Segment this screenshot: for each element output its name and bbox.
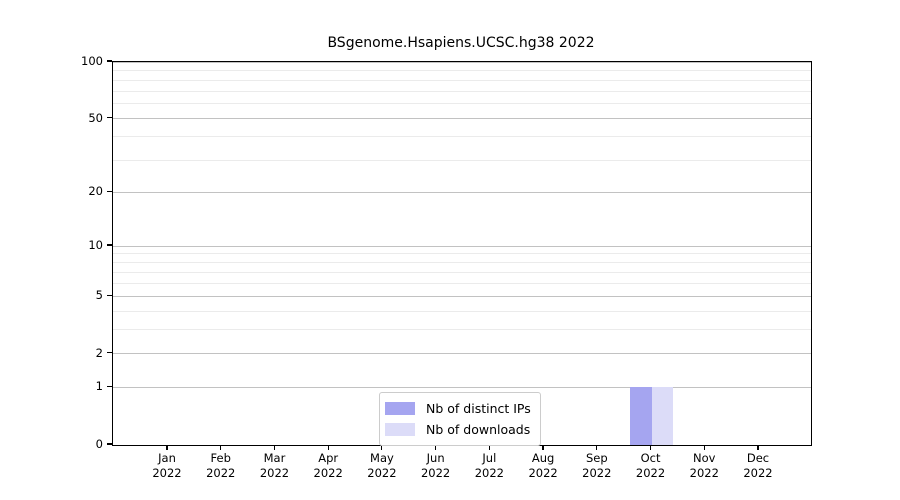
x-tick-month: Sep: [585, 451, 608, 465]
gridline-minor-3: [113, 329, 811, 331]
y-axis: 0 1 2 5 10 20 50 100: [0, 54, 103, 451]
x-tick-month: Feb: [210, 451, 231, 465]
x-tick-month: Jan: [158, 451, 176, 465]
gridline-major-1: [113, 386, 811, 388]
gridline-minor-80: [113, 79, 811, 81]
x-tick-year: 2022: [689, 465, 719, 480]
y-tickmark-50: [107, 117, 112, 119]
x-tick-label-nov: Nov 2022: [672, 451, 736, 480]
bar-nb-of-distinct-ips-oct: [630, 387, 652, 445]
legend-item-downloads: Nb of downloads: [385, 419, 531, 440]
x-tickmark-jun: [435, 445, 437, 450]
x-tick-label-may: May 2022: [350, 451, 414, 480]
x-tick-month: Jun: [426, 451, 445, 465]
y-tick-label-1: 1: [95, 379, 103, 394]
x-tick-year: 2022: [743, 465, 773, 480]
x-tick-label-jul: Jul 2022: [457, 451, 521, 480]
y-tick-label-50: 50: [88, 110, 103, 125]
gridline-major-20: [113, 191, 811, 193]
plot-area: Nb of distinct IPs Nb of downloads: [112, 61, 812, 446]
x-tick-label-oct: Oct 2022: [619, 451, 683, 480]
gridline-major-100: [113, 61, 811, 63]
gridline-minor-70: [113, 90, 811, 92]
gridline-minor-6: [113, 283, 811, 284]
gridline-major-5: [113, 295, 811, 297]
x-tick-year: 2022: [367, 465, 397, 480]
chart-title: BSgenome.Hsapiens.UCSC.hg38 2022: [327, 35, 595, 51]
x-tick-year: 2022: [420, 465, 451, 480]
gridline-minor-30: [113, 159, 811, 161]
x-tickmark-may: [381, 445, 383, 450]
y-tickmark-20: [107, 190, 112, 192]
x-tick-month: Dec: [746, 451, 770, 465]
gridline-minor-40: [113, 136, 811, 138]
x-tickmark-nov: [703, 445, 705, 450]
x-tick-year: 2022: [635, 465, 666, 480]
x-tickmark-feb: [220, 445, 222, 450]
gridline-minor-60: [113, 103, 811, 105]
x-tick-month: Apr: [318, 451, 339, 465]
legend-label-distinct-ips: Nb of distinct IPs: [426, 401, 531, 416]
x-tick-label-sep: Sep 2022: [565, 451, 629, 480]
legend-item-distinct-ips: Nb of distinct IPs: [385, 398, 531, 419]
x-tick-label-apr: Apr 2022: [296, 451, 360, 480]
x-tick-month: Jul: [482, 451, 497, 465]
legend-swatch-distinct-ips: [385, 402, 415, 415]
x-tick-month: Oct: [640, 451, 661, 465]
x-tickmark-oct: [649, 445, 652, 450]
gridline-minor-7: [113, 271, 811, 273]
bar-nb-of-downloads-oct: [651, 387, 674, 445]
gridline-major-50: [113, 118, 811, 120]
x-tickmark-jan: [166, 445, 168, 450]
legend: Nb of distinct IPs Nb of downloads: [379, 392, 541, 446]
legend-label-downloads: Nb of downloads: [426, 422, 531, 437]
x-tickmark-apr: [327, 445, 329, 450]
x-tick-year: 2022: [259, 465, 290, 480]
y-tick-label-100: 100: [81, 54, 103, 68]
gridline-minor-4: [113, 310, 811, 312]
gridline-major-2: [113, 353, 811, 355]
x-tick-label-jan: Jan 2022: [135, 451, 199, 480]
y-tickmark-2: [107, 352, 112, 354]
gridline-minor-9: [113, 253, 811, 255]
x-tick-label-jun: Jun 2022: [404, 451, 468, 480]
x-tick-label-dec: Dec 2022: [726, 451, 790, 480]
y-tickmark-0: [107, 443, 112, 445]
x-tick-month: May: [370, 451, 394, 465]
x-tick-year: 2022: [528, 465, 558, 480]
x-tick-year: 2022: [206, 465, 236, 480]
x-tick-month: Nov: [693, 451, 716, 465]
x-tick-year: 2022: [313, 465, 343, 480]
y-tickmark-5: [107, 294, 112, 296]
x-tick-label-mar: Mar 2022: [242, 451, 306, 480]
gridline-major-10: [113, 245, 811, 247]
x-tick-month: Mar: [263, 451, 286, 465]
x-tick-year: 2022: [152, 465, 182, 480]
y-tick-label-5: 5: [95, 288, 103, 303]
legend-swatch-downloads: [385, 423, 415, 436]
y-tick-label-10: 10: [88, 238, 103, 252]
x-tickmark-dec: [757, 445, 759, 450]
gridline-minor-8: [113, 262, 811, 264]
gridline-minor-90: [113, 70, 811, 72]
x-tickmark-jul: [488, 445, 490, 450]
y-tick-label-20: 20: [88, 184, 103, 199]
y-tickmark-100: [107, 60, 112, 62]
x-tickmark-aug: [542, 445, 544, 450]
x-tick-label-feb: Feb 2022: [189, 451, 253, 480]
y-tickmark-1: [107, 385, 112, 388]
x-tickmark-sep: [596, 445, 598, 450]
x-tick-year: 2022: [582, 465, 612, 480]
y-tick-label-2: 2: [95, 345, 103, 360]
y-tick-label-0: 0: [95, 437, 103, 451]
x-tick-year: 2022: [474, 465, 504, 480]
x-tickmark-mar: [273, 445, 276, 450]
y-tickmark-10: [107, 244, 112, 246]
x-tick-label-aug: Aug 2022: [511, 451, 575, 480]
x-tick-month: Aug: [531, 451, 555, 465]
